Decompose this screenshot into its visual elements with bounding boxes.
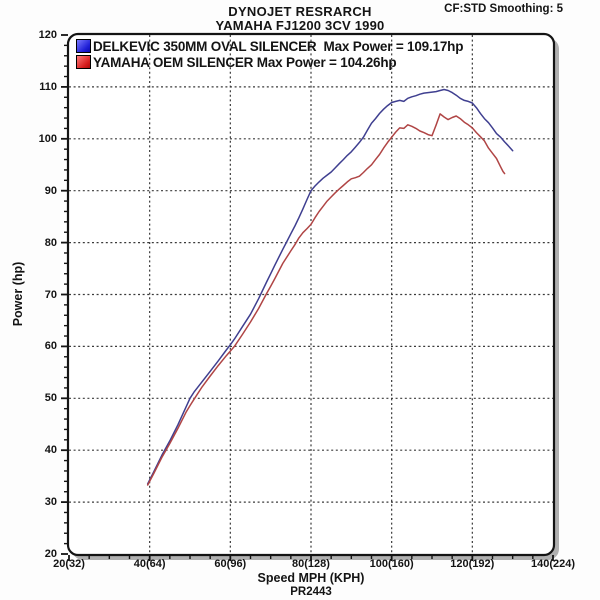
smoothing-setting: CF:STD Smoothing: 5 bbox=[444, 3, 563, 15]
y-tick-label: 110 bbox=[39, 80, 57, 93]
blue-series-swatch-icon bbox=[76, 39, 91, 53]
x-tick-label: 20(32) bbox=[53, 558, 85, 570]
legend: DELKEVIC 350MM OVAL SILENCER Max Power =… bbox=[76, 38, 464, 70]
y-tick-label: 120 bbox=[38, 29, 57, 41]
legend-label-delkevic: DELKEVIC 350MM OVAL SILENCER Max Power =… bbox=[93, 38, 464, 54]
x-axis-title: Speed MPH (KPH) bbox=[257, 571, 365, 585]
y-tick-label: 70 bbox=[44, 288, 57, 301]
page-title: DYNOJET RESRARCH bbox=[228, 4, 372, 19]
y-tick-label: 100 bbox=[38, 132, 57, 145]
y-tick-label: 40 bbox=[44, 444, 57, 457]
x-tick-label: 100(160) bbox=[369, 558, 414, 570]
run-id: PR2443 bbox=[290, 586, 332, 598]
y-tick-label: 50 bbox=[44, 392, 57, 405]
y-tick-label: 90 bbox=[44, 184, 57, 197]
x-tick-label: 80(128) bbox=[292, 558, 330, 570]
y-tick-label: 60 bbox=[44, 340, 57, 353]
delkevic-power-curve bbox=[146, 88, 514, 485]
legend-item-delkevic: DELKEVIC 350MM OVAL SILENCER Max Power =… bbox=[76, 38, 464, 54]
x-tick-label: 120(192) bbox=[450, 558, 495, 570]
legend-item-oem: YAMAHA OEM SILENCER Max Power = 104.26hp bbox=[76, 54, 463, 70]
x-tick-label: 140(224) bbox=[530, 558, 576, 570]
y-tick-label: 80 bbox=[44, 236, 57, 249]
y-tick-label: 20 bbox=[44, 548, 57, 560]
x-tick-label: 40(64) bbox=[133, 558, 166, 570]
legend-label-oem: YAMAHA OEM SILENCER Max Power = 104.26hp bbox=[93, 54, 397, 70]
oem-power-curve bbox=[146, 113, 506, 486]
red-series-swatch-icon bbox=[76, 55, 91, 69]
x-tick-label: 60(96) bbox=[214, 558, 247, 570]
page-subtitle: YAMAHA FJ1200 3CV 1990 bbox=[215, 18, 385, 33]
plot-area bbox=[69, 35, 553, 554]
y-tick-label: 30 bbox=[44, 496, 57, 509]
